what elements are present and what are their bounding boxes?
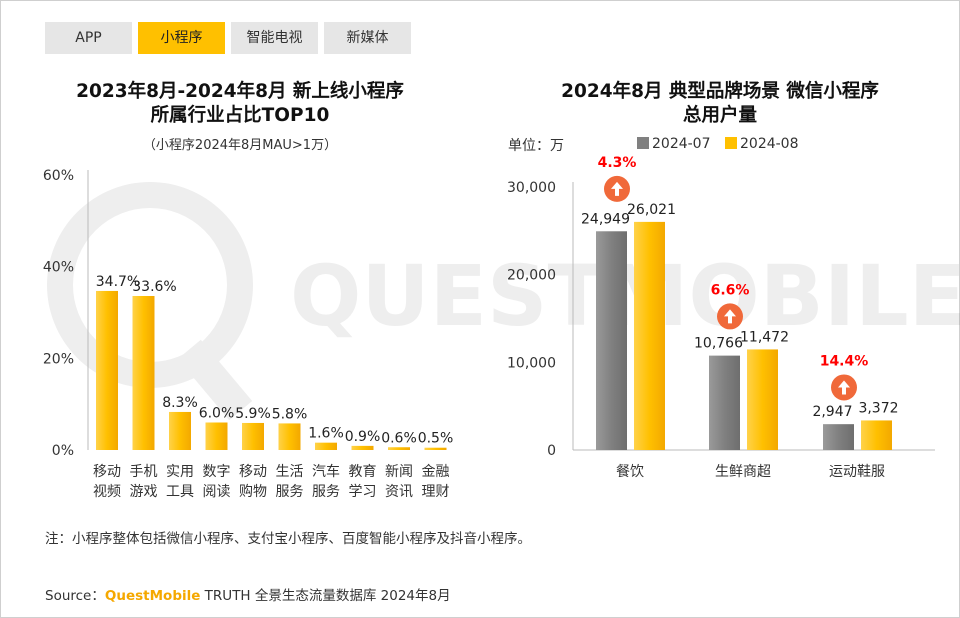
left-category-label: 资讯 [385, 484, 413, 500]
up-arrow-icon [838, 380, 850, 395]
left-bar-value: 1.6% [308, 426, 344, 442]
tab-new-media[interactable]: 新媒体 [324, 22, 411, 54]
source-rest: TRUTH 全景生态流量数据库 2024年8月 [200, 588, 451, 604]
left-category-label: 教育 [349, 464, 377, 480]
left-category-label: 汽车 [312, 463, 340, 480]
value-2024-08: 3,372 [858, 400, 898, 416]
left-chart-subtitle: （小程序2024年8月MAU>1万） [142, 138, 338, 153]
legend-label: 2024-07 [652, 136, 711, 152]
bar-2024-08 [861, 420, 892, 450]
left-bar [242, 422, 264, 450]
right-y-tick: 10,000 [507, 355, 556, 371]
left-category-label: 生活 [276, 464, 304, 480]
left-chart-title: 2023年8月-2024年8月 新上线小程序 所属行业占比TOP10 [40, 80, 440, 128]
right-category-label: 运动鞋服 [829, 464, 885, 480]
left-category-label: 实用 [166, 464, 194, 480]
left-bar-value: 5.9% [235, 406, 271, 422]
source-brand: QuestMobile [104, 588, 201, 604]
left-bar-value: 33.6% [132, 279, 176, 295]
value-2024-07: 2,947 [812, 404, 852, 420]
left-bar [388, 447, 410, 450]
left-bar [205, 422, 228, 450]
left-category-label: 游戏 [130, 484, 158, 500]
left-y-tick: 40% [43, 260, 74, 276]
right-category-label: 生鲜商超 [715, 464, 771, 480]
tab-smart-tv[interactable]: 智能电视 [231, 22, 318, 54]
left-bar [96, 290, 118, 450]
left-category-label: 学习 [349, 484, 377, 500]
left-category-label: 新闻 [385, 464, 413, 480]
right-chart-title: 2024年8月 典型品牌场景 微信小程序 总用户量 [500, 80, 940, 128]
left-title-line2: 所属行业占比TOP10 [150, 105, 330, 126]
left-bar [278, 423, 301, 450]
left-bar [424, 447, 447, 450]
left-bar-value: 0.5% [418, 431, 454, 447]
bar-2024-07 [596, 231, 627, 450]
right-title-line1: 2024年8月 典型品牌场景 微信小程序 [561, 81, 879, 102]
bar-2024-07 [823, 424, 854, 450]
left-category-label: 服务 [312, 484, 340, 500]
growth-label: 6.6% [711, 282, 750, 298]
left-category-label: 视频 [93, 484, 121, 500]
source-prefix: Source： [45, 588, 105, 604]
left-category-label: 阅读 [203, 483, 231, 500]
bar-2024-08 [747, 349, 778, 450]
left-bar [351, 445, 374, 450]
left-category-label: 服务 [276, 484, 304, 500]
left-category-label: 移动 [239, 464, 267, 480]
left-bar-value: 34.7% [96, 274, 140, 290]
value-2024-07: 10,766 [694, 336, 743, 352]
value-2024-08: 26,021 [627, 202, 676, 218]
left-bar [169, 411, 191, 450]
left-bar-value: 0.9% [345, 429, 381, 445]
bar-2024-07 [709, 355, 740, 450]
left-bar-value: 6.0% [199, 406, 235, 422]
tab-app[interactable]: APP [45, 22, 132, 54]
left-category-label: 移动 [93, 464, 121, 480]
legend-swatch-2024-07 [637, 137, 649, 149]
right-title-line2: 总用户量 [682, 105, 757, 126]
up-arrow-icon [611, 181, 623, 196]
source-line: Source：QuestMobile TRUTH 全景生态流量数据库 2024年… [45, 584, 451, 604]
left-bar [315, 442, 337, 450]
footnote: 注：小程序整体包括微信小程序、支付宝小程序、百度智能小程序及抖音小程序。 [45, 531, 531, 547]
left-category-label: 金融 [422, 464, 450, 480]
left-category-label: 手机 [130, 464, 158, 480]
left-y-tick: 0% [52, 443, 74, 459]
value-2024-07: 24,949 [581, 211, 630, 227]
right-category-label: 餐饮 [616, 464, 644, 480]
left-category-label: 理财 [422, 484, 450, 500]
left-bar [132, 296, 155, 450]
left-y-tick: 20% [43, 351, 74, 367]
tab-mini-program[interactable]: 小程序 [138, 22, 225, 54]
left-y-tick: 60% [43, 168, 74, 184]
up-arrow-icon [724, 309, 736, 324]
left-title-line1: 2023年8月-2024年8月 新上线小程序 [76, 81, 404, 102]
left-bar-value: 5.8% [272, 406, 308, 422]
left-category-label: 工具 [166, 484, 194, 500]
left-category-label: 数字 [203, 464, 231, 480]
left-bar-value: 0.6% [381, 430, 417, 446]
value-2024-08: 11,472 [740, 329, 789, 345]
category-tabs: APP 小程序 智能电视 新媒体 [45, 22, 411, 54]
growth-label: 14.4% [820, 353, 869, 369]
right-y-tick: 0 [547, 443, 556, 459]
bar-2024-08 [634, 221, 665, 450]
growth-label: 4.3% [598, 155, 637, 171]
left-category-label: 购物 [239, 484, 267, 500]
legend-label: 2024-08 [740, 136, 799, 152]
left-bar-value: 8.3% [162, 395, 198, 411]
right-y-tick: 20,000 [507, 268, 556, 284]
legend-swatch-2024-08 [725, 137, 737, 149]
right-y-tick: 30,000 [507, 180, 556, 196]
unit-label: 单位：万 [508, 138, 564, 154]
